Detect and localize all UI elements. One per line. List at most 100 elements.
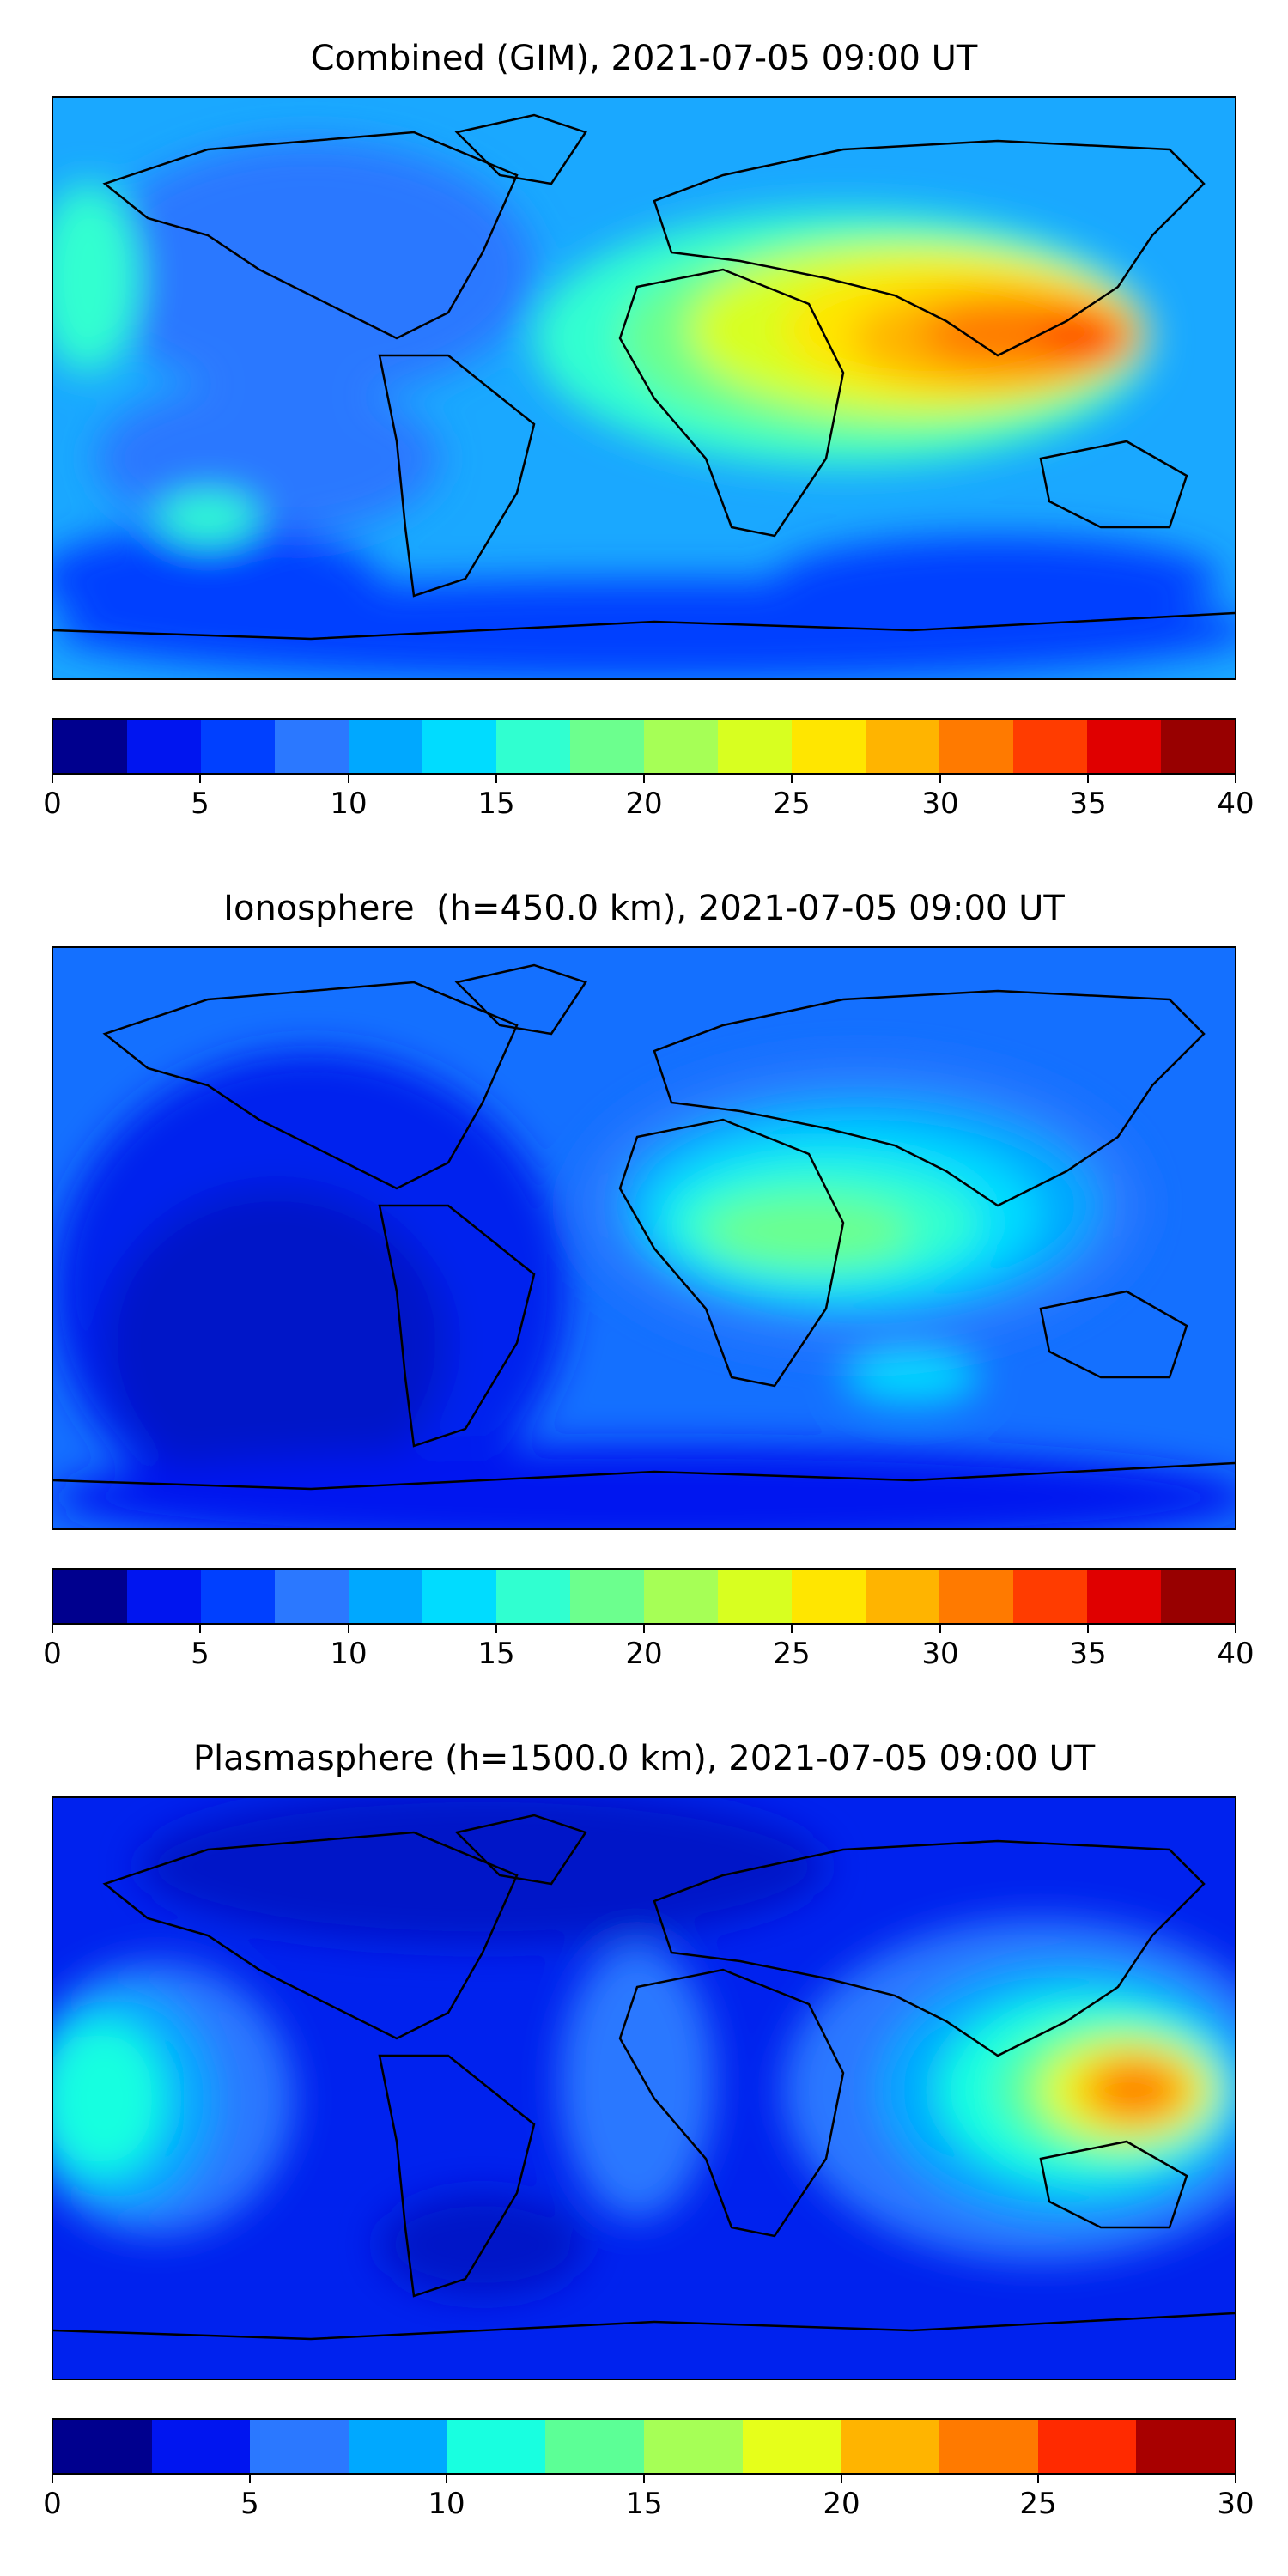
colorbar-segment [1037, 2420, 1137, 2473]
colorbar-segment [718, 720, 792, 773]
colorbar-tick-label: 5 [191, 1637, 210, 1671]
colorbar-segment [939, 2420, 1038, 2473]
colorbar-tick [1037, 2475, 1039, 2483]
colorbar-segment [545, 2420, 645, 2473]
colorbar-tick [52, 1625, 53, 1633]
colorbar-tick-label: 35 [1069, 787, 1107, 821]
colorbar-segment [866, 720, 939, 773]
colorbar-segment [151, 2420, 251, 2473]
colorbar-tick [1235, 775, 1236, 783]
colorbar-tick [1235, 1625, 1236, 1633]
colorbar-tick-label: 40 [1217, 787, 1255, 821]
tec-contours [53, 1051, 1235, 1528]
colorbar-segment [1013, 720, 1087, 773]
colorbar-tick [939, 775, 941, 783]
colorbar-segment [127, 1570, 201, 1623]
colorbar-tick [791, 775, 793, 783]
colorbar-tick [791, 1625, 793, 1633]
panel-1-map [52, 96, 1236, 680]
colorbar-tick [643, 1625, 645, 1633]
tec-contours [53, 1798, 1235, 2296]
colorbar-tick [643, 775, 645, 783]
colorbar-tick-label: 0 [43, 1637, 62, 1671]
colorbar-segment [201, 720, 275, 773]
colorbar-segment [127, 720, 201, 773]
colorbar-segment [250, 2420, 349, 2473]
colorbar-tick-label: 10 [330, 1637, 368, 1671]
panel-2-map [52, 946, 1236, 1530]
coastlines [53, 1814, 1235, 2341]
colorbar-tick-label: 30 [1217, 2487, 1255, 2521]
colorbar-segment [275, 720, 349, 773]
panel-3-colorbar [52, 2418, 1236, 2475]
colorbar-tick-label: 15 [477, 1637, 515, 1671]
colorbar-tick-label: 30 [921, 1637, 959, 1671]
colorbar-tick [249, 2475, 251, 2483]
colorbar-segment [1087, 1570, 1161, 1623]
colorbar-segment [570, 1570, 644, 1623]
colorbar-tick [841, 2475, 842, 2483]
colorbar-segment [349, 1570, 422, 1623]
colorbar-tick [348, 775, 349, 783]
colorbar-tick [52, 2475, 53, 2483]
colorbar-tick [1235, 2475, 1236, 2483]
colorbar-segment [422, 720, 496, 773]
colorbar-tick-label: 10 [428, 2487, 465, 2521]
panel-1-title: Combined (GIM), 2021-07-05 09:00 UT [310, 39, 978, 78]
colorbar-segment [644, 1570, 718, 1623]
colorbar-segment [742, 2420, 841, 2473]
panel-3-colorbar-ticks: 0 5 10 15 20 25 30 [43, 2475, 1255, 2521]
colorbar-tick [199, 775, 201, 783]
colorbar-tick-label: 10 [330, 787, 368, 821]
colorbar-tick-label: 20 [823, 2487, 860, 2521]
colorbar-segment [644, 2420, 743, 2473]
colorbar-segment [939, 1570, 1013, 1623]
colorbar-segment [841, 2420, 940, 2473]
colorbar-segment [939, 720, 1013, 773]
panel-2-map-canvas [53, 948, 1235, 1528]
colorbar-tick-label: 0 [43, 2487, 62, 2521]
colorbar-segment [1013, 1570, 1087, 1623]
panel-3-map [52, 1796, 1236, 2380]
colorbar-segment [792, 720, 866, 773]
colorbar-tick [446, 2475, 447, 2483]
colorbar-tick-label: 20 [625, 1637, 663, 1671]
colorbar-segment [1161, 1570, 1235, 1623]
coastlines [53, 963, 1235, 1491]
colorbar-tick-label: 30 [921, 787, 959, 821]
colorbar-segment [644, 720, 718, 773]
colorbar-segment [496, 1570, 570, 1623]
colorbar-segment [718, 1570, 792, 1623]
colorbar-segment [349, 720, 422, 773]
colorbar-tick [199, 1625, 201, 1633]
panel-2-colorbar [52, 1568, 1236, 1625]
colorbar-segment [1087, 720, 1161, 773]
colorbar-tick [643, 2475, 645, 2483]
panel-2-colorbar-ticks: 0 5 10 15 20 25 30 35 40 [43, 1625, 1255, 1671]
colorbar-tick-label: 15 [625, 2487, 663, 2521]
colorbar-tick-label: 25 [773, 1637, 811, 1671]
panel-3-map-canvas [53, 1798, 1235, 2379]
colorbar-tick [939, 1625, 941, 1633]
colorbar-tick-label: 5 [191, 787, 210, 821]
colorbar-segment [422, 1570, 496, 1623]
colorbar-tick-label: 0 [43, 787, 62, 821]
colorbar-segment [447, 2420, 546, 2473]
panel-1-colorbar [52, 718, 1236, 775]
colorbar-segment [792, 1570, 866, 1623]
tec-contours [53, 141, 1235, 678]
panel-1-map-canvas [53, 98, 1235, 678]
colorbar-tick [495, 1625, 497, 1633]
colorbar-segment [496, 720, 570, 773]
colorbar-tick [1087, 1625, 1089, 1633]
panel-1-colorbar-ticks: 0 5 10 15 20 25 30 35 40 [43, 775, 1255, 821]
colorbar-segment [349, 2420, 447, 2473]
panel-3-title: Plasmasphere (h=1500.0 km), 2021-07-05 0… [192, 1739, 1096, 1778]
colorbar-segment [570, 720, 644, 773]
colorbar-tick [52, 775, 53, 783]
colorbar-tick-label: 40 [1217, 1637, 1255, 1671]
colorbar-tick-label: 15 [477, 787, 515, 821]
colorbar-segment [53, 1570, 127, 1623]
colorbar-segment [1161, 720, 1235, 773]
colorbar-segment [201, 1570, 275, 1623]
